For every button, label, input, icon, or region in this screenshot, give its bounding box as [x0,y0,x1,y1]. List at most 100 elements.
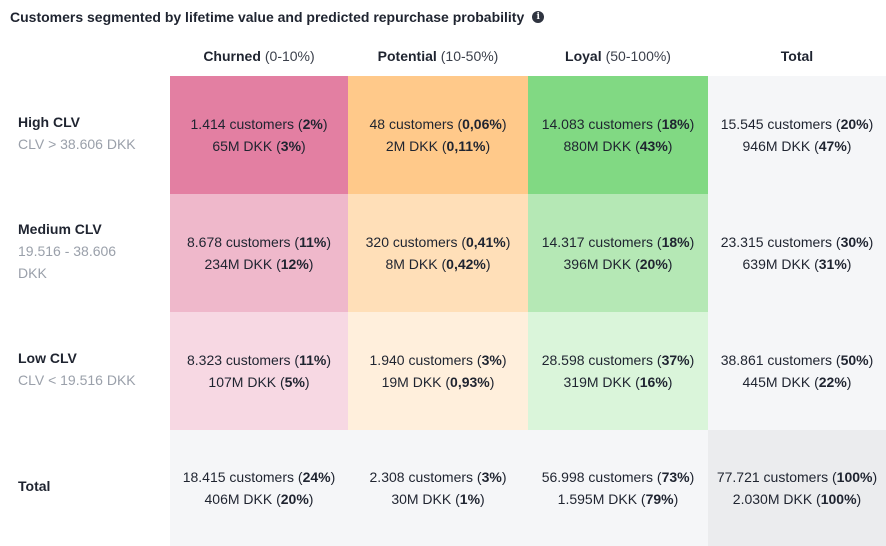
cell-customers-pct: 100% [836,469,873,485]
cell-customers-pct: 20% [840,116,869,132]
cell-value: 107M DKK (5%) [208,374,310,390]
column-header-name: Loyal [565,48,602,64]
info-icon[interactable]: i [532,11,545,23]
cell-customers-pct: 0,41% [466,234,506,250]
column-header-loyal: Loyal (50-100%) [528,38,708,74]
cell-customers: 14.083 customers (18%) [541,116,695,132]
row-header-threshold: 19.516 - 38.606 DKK [18,243,117,281]
table-cell: 48 customers (0,06%) 2M DKK (0,11%) [348,76,528,194]
chart-title: Customers segmented by lifetime value an… [10,8,545,26]
cell-customers-pct: 0,06% [462,116,502,132]
cell-customers: 14.317 customers (18%) [541,234,695,250]
table-cell: 77.721 customers (100%) 2.030M DKK (100%) [708,430,886,546]
cell-customers-pct: 11% [299,352,327,368]
cell-value-pct: 1% [459,491,481,507]
cell-value-pct: 20% [639,256,668,272]
cell-customers-pct: 2% [302,116,323,132]
cell-customers: 320 customers (0,41%) [365,234,511,250]
cell-value-pct: 12% [280,256,309,272]
cell-customers: 77.721 customers (100%) [716,469,878,485]
cell-customers: 56.998 customers (73%) [541,469,695,485]
row-header-threshold: CLV > 38.606 DKK [18,136,136,152]
cell-value: 1.595M DKK (79%) [557,491,679,507]
table-cell: 15.545 customers (20%) 946M DKK (47%) [708,76,886,194]
cell-value-pct: 0,42% [446,256,486,272]
table-cell: 56.998 customers (73%) 1.595M DKK (79%) [528,430,708,546]
cell-value: 65M DKK (3%) [212,138,306,154]
cell-customers: 8.323 customers (11%) [187,352,331,368]
cell-customers: 18.415 customers (24%) [182,469,336,485]
column-header-total: Total [708,38,886,74]
column-header-potential: Potential (10-50%) [348,38,528,74]
cell-value: 406M DKK (20%) [204,491,314,507]
cell-value: 946M DKK (47%) [742,138,852,154]
cell-customers-pct: 50% [840,352,869,368]
cell-customers: 48 customers (0,06%) [369,116,507,132]
cell-value: 19M DKK (0,93%) [381,374,495,390]
table-cell: 14.083 customers (18%) 880M DKK (43%) [528,76,708,194]
row-header-total: Total [18,475,158,497]
row-header-medium-clv: Medium CLV 19.516 - 38.606 DKK [18,218,138,284]
row-header-name: Total [18,478,51,494]
row-header-threshold: CLV < 19.516 DKK [18,372,136,388]
cell-value: 30M DKK (1%) [391,491,485,507]
table-cell: 18.415 customers (24%) 406M DKK (20%) [170,430,348,546]
cell-customers: 8.678 customers (11%) [187,234,331,250]
row-header-name: High CLV [18,114,80,130]
cell-value-pct: 43% [639,138,668,154]
cell-value: 396M DKK (20%) [563,256,673,272]
row-header-low-clv: Low CLV CLV < 19.516 DKK [18,347,158,391]
cell-customers-pct: 11% [299,234,327,250]
cell-value: 880M DKK (43%) [563,138,673,154]
cell-value-pct: 3% [280,138,302,154]
cell-customers-pct: 18% [661,234,690,250]
cell-customers: 38.861 customers (50%) [720,352,874,368]
table-cell: 2.308 customers (3%) 30M DKK (1%) [348,430,528,546]
column-header-range: (0-10%) [264,48,315,64]
cell-value-pct: 0,11% [446,138,486,154]
cell-value-pct: 47% [818,138,847,154]
cell-value-pct: 100% [820,491,857,507]
cell-value: 234M DKK (12%) [204,256,314,272]
cell-customers: 1.940 customers (3%) [369,352,507,368]
row-header-high-clv: High CLV CLV > 38.606 DKK [18,111,158,155]
table-cell: 320 customers (0,41%) 8M DKK (0,42%) [348,194,528,312]
cell-value: 2M DKK (0,11%) [385,138,491,154]
cell-value-pct: 22% [818,374,847,390]
row-header-name: Low CLV [18,350,77,366]
table-cell: 38.861 customers (50%) 445M DKK (22%) [708,312,886,430]
table-cell: 8.323 customers (11%) 107M DKK (5%) [170,312,348,430]
cell-customers-pct: 18% [661,116,690,132]
table-cell: 28.598 customers (37%) 319M DKK (16%) [528,312,708,430]
chart-title-text: Customers segmented by lifetime value an… [10,9,525,25]
cell-value: 2.030M DKK (100%) [732,491,862,507]
cell-value-pct: 79% [645,491,674,507]
cell-value: 445M DKK (22%) [742,374,852,390]
cell-customers-pct: 3% [481,469,502,485]
table-cell: 1.414 customers (2%) 65M DKK (3%) [170,76,348,194]
cell-customers: 23.315 customers (30%) [720,234,874,250]
cell-customers: 1.414 customers (2%) [190,116,328,132]
cell-value-pct: 5% [284,374,305,390]
cell-customers-pct: 73% [661,469,690,485]
cell-value: 319M DKK (16%) [563,374,673,390]
cell-customers: 15.545 customers (20%) [720,116,874,132]
cell-customers-pct: 37% [661,352,690,368]
cell-value-pct: 31% [818,256,847,272]
column-header-name: Churned [203,48,261,64]
table-cell: 1.940 customers (3%) 19M DKK (0,93%) [348,312,528,430]
cell-value-pct: 16% [639,374,668,390]
column-header-name: Total [780,48,814,64]
cell-value-pct: 0,93% [450,374,490,390]
table-cell: 8.678 customers (11%) 234M DKK (12%) [170,194,348,312]
column-header-range: (50-100%) [605,48,671,64]
column-header-churned: Churned (0-10%) [170,38,348,74]
cell-value: 8M DKK (0,42%) [385,256,491,272]
cell-customers-pct: 3% [481,352,502,368]
table-cell: 23.315 customers (30%) 639M DKK (31%) [708,194,886,312]
cell-customers: 2.308 customers (3%) [369,469,507,485]
cell-customers-pct: 24% [302,469,331,485]
cell-customers: 28.598 customers (37%) [541,352,695,368]
cell-value-pct: 20% [280,491,309,507]
column-header-name: Potential [377,48,437,64]
